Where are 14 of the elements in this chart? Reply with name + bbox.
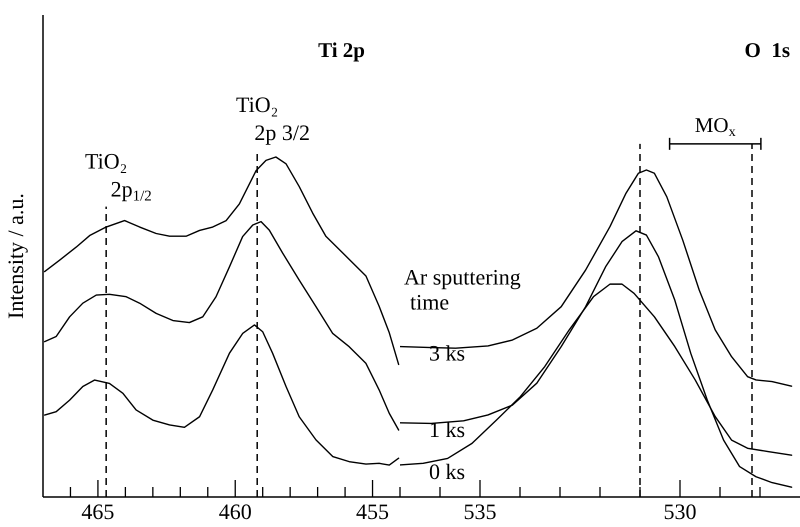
ref-line-label: TiO₂ 2p$_{1/2}$ bbox=[84, 148, 152, 204]
chart-title: Ti 2p bbox=[318, 38, 365, 62]
x-tick-label: 455 bbox=[356, 499, 390, 524]
chart-title: O 1s bbox=[744, 38, 790, 62]
y-axis-title: Intensity / a.u. bbox=[3, 193, 28, 319]
x-tick-label: 460 bbox=[218, 499, 252, 524]
series-label: 0 ks bbox=[428, 458, 465, 484]
ref-line-label: TiO₂ 2p 3/2 bbox=[236, 92, 310, 146]
legend-title: Ar sputtering time bbox=[404, 264, 521, 315]
x-tick-label: 465 bbox=[81, 499, 114, 524]
series-label: 1 ks bbox=[428, 416, 465, 442]
text: MO$_{x}$ bbox=[694, 112, 736, 140]
x-tick-label: 530 bbox=[664, 499, 696, 524]
x-tick-label: 535 bbox=[464, 499, 496, 524]
